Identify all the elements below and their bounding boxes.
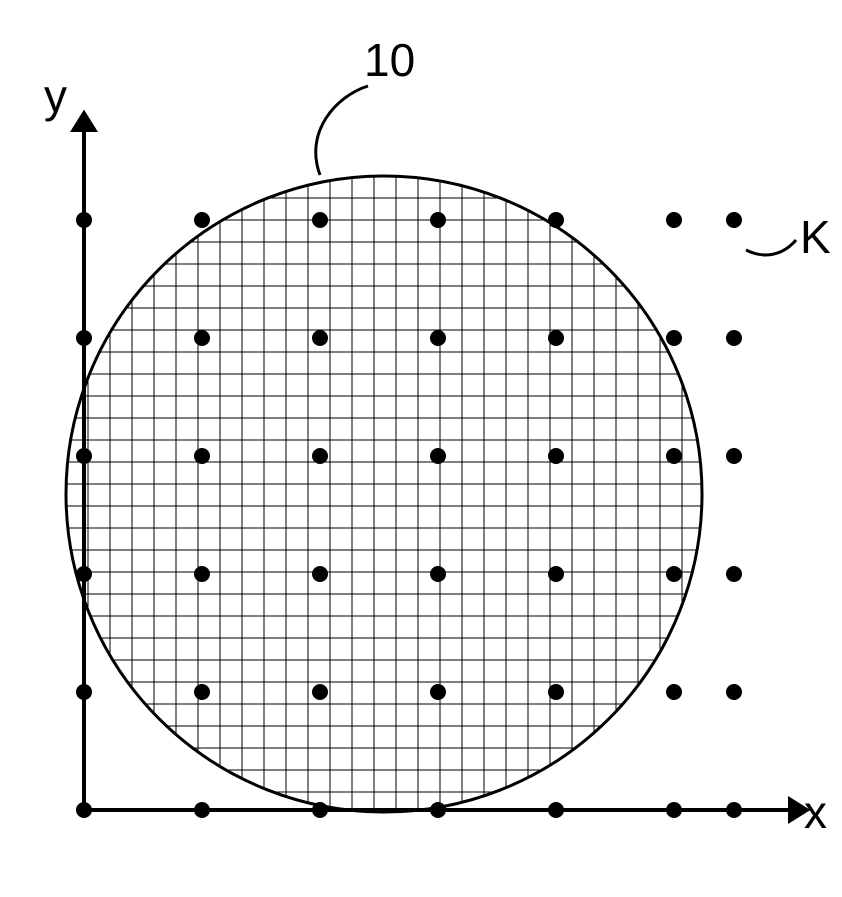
leader-to-10 [316,86,368,175]
calibration-point [76,448,92,464]
calibration-point [430,802,446,818]
calibration-point [312,802,328,818]
calibration-point [430,330,446,346]
calibration-point [666,566,682,582]
calibration-point [194,566,210,582]
reference-label-10: 10 [364,34,415,86]
calibration-point [548,330,564,346]
axis-label-y: y [44,70,67,122]
calibration-point [666,684,682,700]
calibration-point [666,448,682,464]
axis-label-x: x [804,786,827,838]
leader-to-K [746,240,796,255]
calibration-point [726,212,742,228]
calibration-point [194,212,210,228]
region-circle [66,176,702,812]
calibration-point [312,448,328,464]
calibration-point [430,448,446,464]
calibration-point [548,448,564,464]
calibration-point [726,448,742,464]
diagram-svg: y x 10 K [0,0,842,897]
point-label-K: K [800,211,831,263]
calibration-point [194,684,210,700]
calibration-point [76,684,92,700]
calibration-point [194,802,210,818]
calibration-point [76,566,92,582]
calibration-point [194,448,210,464]
calibration-point [194,330,210,346]
calibration-point [76,330,92,346]
calibration-point [548,684,564,700]
calibration-point [548,212,564,228]
calibration-point [430,566,446,582]
calibration-point [726,330,742,346]
fine-grid-hatch [66,176,702,812]
calibration-point [312,566,328,582]
calibration-point [430,684,446,700]
calibration-point [666,330,682,346]
calibration-point [312,330,328,346]
calibration-point [726,684,742,700]
calibration-point [312,212,328,228]
calibration-point [666,802,682,818]
calibration-point [76,212,92,228]
calibration-point [430,212,446,228]
calibration-point [726,802,742,818]
calibration-point [548,566,564,582]
calibration-point [76,802,92,818]
calibration-point [548,802,564,818]
calibration-point [726,566,742,582]
calibration-point [666,212,682,228]
calibration-point [312,684,328,700]
y-axis-arrowhead [70,110,98,132]
diagram-stage: y x 10 K [0,0,842,897]
